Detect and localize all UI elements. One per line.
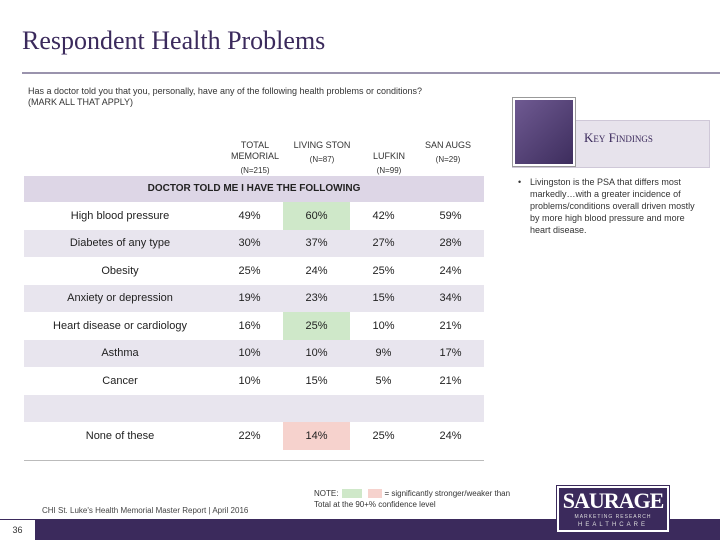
table-cell: 15% bbox=[350, 284, 417, 312]
logo-sub: HEALTHCARE bbox=[578, 522, 648, 528]
data-grid: High blood pressure 49% 60% 42% 59% Diabetes … bbox=[24, 202, 484, 450]
table-cell: 9% bbox=[350, 339, 417, 367]
row-label: Diabetes of any type bbox=[24, 229, 216, 257]
table-cell: 25% bbox=[283, 312, 350, 340]
row-label: Obesity bbox=[24, 257, 216, 285]
table-cell bbox=[350, 394, 417, 422]
table-cell: 15% bbox=[283, 367, 350, 395]
table-cell: 25% bbox=[350, 257, 417, 285]
table-cell: 27% bbox=[350, 229, 417, 257]
table-row: Cancer 10% 15% 5% 21% bbox=[24, 367, 484, 395]
row-label: Asthma bbox=[24, 339, 216, 367]
table-row: Asthma 10% 10% 9% 17% bbox=[24, 339, 484, 367]
row-label bbox=[24, 394, 216, 422]
table-cell: 59% bbox=[417, 202, 484, 230]
table-cell bbox=[283, 394, 350, 422]
table-row bbox=[24, 394, 484, 422]
column-header-san-augs: SAN AUGS (N=29) bbox=[424, 140, 471, 164]
key-findings-text: Livingston is the PSA that differs most … bbox=[530, 177, 695, 235]
table-cell bbox=[216, 394, 283, 422]
page-number: 36 bbox=[0, 519, 36, 540]
table-cell: 25% bbox=[216, 257, 283, 285]
logo-tagline: MARKETING RESEARCH bbox=[574, 514, 652, 520]
column-headers: TOTAL MEMORIAL (N=215) LIVING STON (N=87) … bbox=[24, 132, 484, 176]
table-cell: 10% bbox=[283, 339, 350, 367]
table-cell: 34% bbox=[417, 284, 484, 312]
title-divider bbox=[22, 72, 720, 74]
table-row: Anxiety or depression 19% 23% 15% 34% bbox=[24, 284, 484, 312]
table-cell: 10% bbox=[216, 367, 283, 395]
table-cell: 16% bbox=[216, 312, 283, 340]
table-cell: 24% bbox=[417, 257, 484, 285]
table-row: High blood pressure 49% 60% 42% 59% bbox=[24, 202, 484, 230]
table-row: Heart disease or cardiology 16% 25% 10% 21% bbox=[24, 312, 484, 340]
row-label: High blood pressure bbox=[24, 202, 216, 230]
table-cell: 24% bbox=[417, 422, 484, 450]
note-suffix: = significantly stronger/weaker than Tot… bbox=[314, 489, 511, 509]
report-footer: CHI St. Luke's Health Memorial Master Re… bbox=[42, 506, 249, 515]
section-title: DOCTOR TOLD ME I HAVE THE FOLLOWING bbox=[24, 176, 484, 202]
table-row: None of these 22% 14% 25% 24% bbox=[24, 422, 484, 450]
table-bottom-rule bbox=[24, 460, 484, 461]
key-findings-bullet: • Livingston is the PSA that differs mos… bbox=[518, 176, 704, 236]
logo-name: SAURAGE bbox=[562, 488, 665, 513]
table-cell: 23% bbox=[283, 284, 350, 312]
table-cell: 60% bbox=[283, 202, 350, 230]
page-title: Respondent Health Problems bbox=[22, 26, 326, 55]
column-header-total: TOTAL MEMORIAL (N=215) bbox=[230, 140, 279, 175]
column-header-lufkin: LUFKIN (N=99) bbox=[372, 151, 405, 175]
row-label: Heart disease or cardiology bbox=[24, 312, 216, 340]
swatch-higher bbox=[342, 489, 363, 499]
table-cell: 22% bbox=[216, 422, 283, 450]
survey-question: Has a doctor told you that you, personal… bbox=[28, 86, 423, 107]
swatch-lower bbox=[368, 489, 383, 499]
table-row: Obesity 25% 24% 25% 24% bbox=[24, 257, 484, 285]
row-label: None of these bbox=[24, 422, 216, 450]
table-cell: 30% bbox=[216, 229, 283, 257]
table-cell bbox=[417, 394, 484, 422]
saurage-logo: SAURAGE MARKETING RESEARCH HEALTHCARE bbox=[557, 486, 669, 532]
table-cell: 42% bbox=[350, 202, 417, 230]
row-label: Anxiety or depression bbox=[24, 284, 216, 312]
table-cell: 37% bbox=[283, 229, 350, 257]
bullet-icon: • bbox=[518, 177, 522, 187]
table-cell: 24% bbox=[283, 257, 350, 285]
key-findings-title: Key Findings bbox=[584, 130, 653, 145]
table-cell: 21% bbox=[417, 312, 484, 340]
row-label: Cancer bbox=[24, 367, 216, 395]
key-findings-image bbox=[513, 98, 575, 166]
column-header-livingston: LIVING STON (N=87) bbox=[293, 140, 351, 164]
table-cell: 10% bbox=[350, 312, 417, 340]
footer-bar bbox=[0, 519, 720, 540]
results-table: TOTAL MEMORIAL (N=215) LIVING STON (N=87) … bbox=[24, 132, 484, 450]
table-cell: 28% bbox=[417, 229, 484, 257]
table-row: Diabetes of any type 30% 37% 27% 28% bbox=[24, 229, 484, 257]
table-cell: 14% bbox=[283, 422, 350, 450]
table-cell: 19% bbox=[216, 284, 283, 312]
significance-note: NOTE: = significantly stronger/weaker tha… bbox=[314, 488, 524, 510]
table-cell: 17% bbox=[417, 339, 484, 367]
table-cell: 49% bbox=[216, 202, 283, 230]
table-cell: 10% bbox=[216, 339, 283, 367]
note-prefix: NOTE: bbox=[314, 489, 339, 498]
table-cell: 21% bbox=[417, 367, 484, 395]
table-cell: 25% bbox=[350, 422, 417, 450]
table-cell: 5% bbox=[350, 367, 417, 395]
